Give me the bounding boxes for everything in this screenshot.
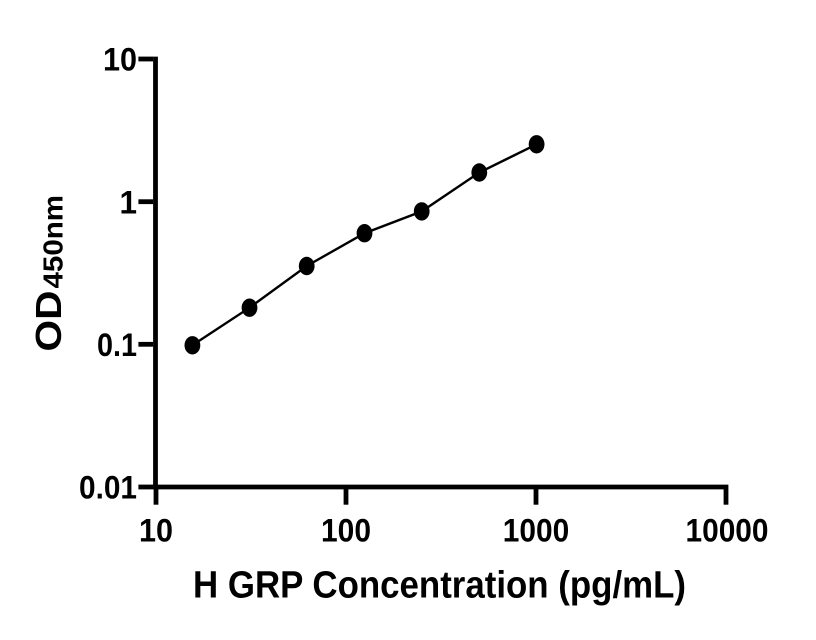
svg-text:1000: 1000 (503, 512, 570, 548)
svg-text:0.01: 0.01 (79, 470, 137, 506)
svg-text:450nm: 450nm (38, 195, 69, 289)
svg-text:100: 100 (321, 512, 371, 548)
svg-text:OD: OD (28, 291, 69, 352)
svg-text:0.1: 0.1 (97, 327, 137, 363)
svg-text:10000: 10000 (686, 512, 769, 548)
svg-text:1: 1 (120, 184, 138, 220)
svg-text:10: 10 (139, 512, 173, 548)
svg-text:10: 10 (103, 42, 137, 78)
svg-text:H GRP Concentration (pg/mL): H GRP Concentration (pg/mL) (193, 565, 686, 607)
